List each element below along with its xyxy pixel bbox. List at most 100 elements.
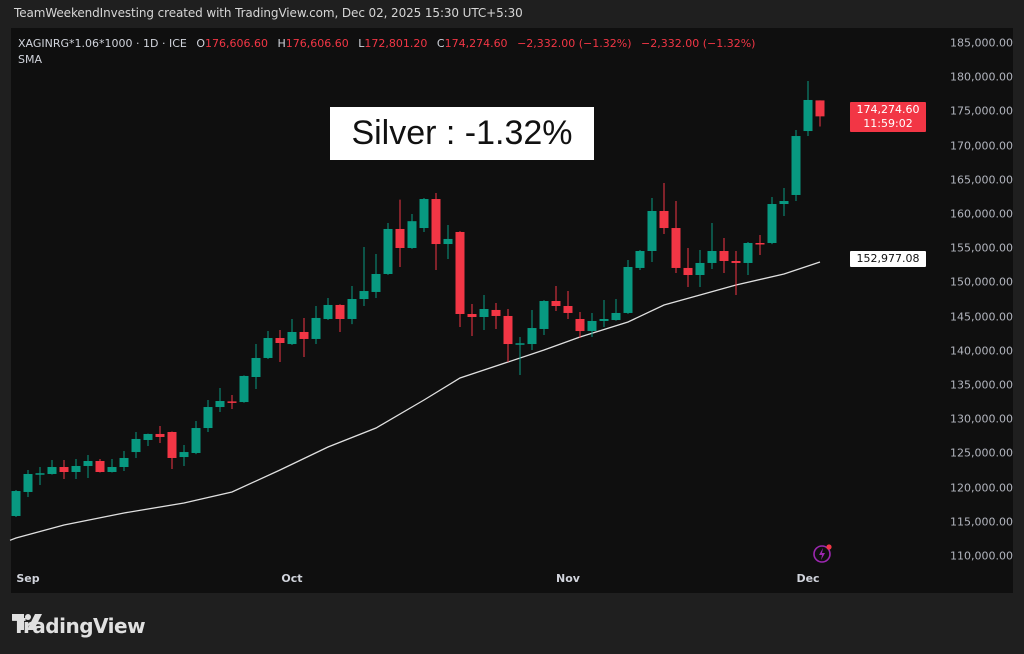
candle-2025-10-15[interactable]: [407, 214, 417, 249]
candle-2025-08-29[interactable]: [11, 489, 21, 518]
candle-2025-10-14[interactable]: [395, 199, 405, 268]
candle-2025-10-24[interactable]: [491, 302, 501, 329]
candle-body: [587, 320, 597, 332]
candle-body: [215, 401, 225, 408]
candle-2025-10-01[interactable]: [287, 318, 297, 345]
candle-2025-10-20[interactable]: [443, 225, 453, 260]
candle-2025-09-10[interactable]: [107, 459, 117, 473]
candle-2025-11-06[interactable]: [599, 299, 609, 327]
candle-2025-10-23[interactable]: [479, 294, 489, 331]
lightning-bolt-icon[interactable]: [812, 542, 834, 564]
candle-2025-10-29[interactable]: [527, 309, 537, 350]
candle-2025-10-27[interactable]: [503, 309, 513, 363]
candle-2025-11-24[interactable]: [743, 242, 753, 276]
candle-body: [599, 318, 609, 321]
candle-body: [95, 460, 105, 473]
candle-body: [179, 452, 189, 458]
candle-body: [191, 428, 201, 453]
candle-body: [767, 204, 777, 244]
candle-2025-11-11[interactable]: [635, 249, 645, 271]
time-tick-label: Dec: [796, 572, 820, 585]
candle-2025-10-28[interactable]: [515, 336, 525, 376]
candle-2025-09-26[interactable]: [251, 344, 261, 389]
candle-2025-11-19[interactable]: [707, 223, 717, 269]
price-tick-label: 175,000.00: [950, 104, 1013, 118]
candle-body: [575, 318, 585, 332]
candle-2025-09-01[interactable]: [23, 470, 33, 497]
candle-2025-09-22[interactable]: [203, 399, 213, 432]
open-label: O: [196, 37, 206, 50]
candle-body: [407, 221, 417, 248]
candle-2025-11-17[interactable]: [683, 247, 693, 287]
change-value-2: −2,332.00 (−1.32%): [641, 37, 756, 50]
candle-2025-10-16[interactable]: [419, 197, 429, 232]
candle-2025-10-31[interactable]: [551, 286, 561, 311]
candle-2025-10-17[interactable]: [431, 193, 441, 271]
candle-2025-10-21[interactable]: [455, 231, 465, 327]
candle-2025-10-10[interactable]: [371, 254, 381, 298]
candle-2025-09-11[interactable]: [119, 451, 129, 471]
candle-2025-10-02[interactable]: [299, 317, 309, 358]
candle-2025-11-27[interactable]: [779, 188, 789, 216]
candle-2025-09-02[interactable]: [35, 467, 45, 486]
candle-2025-09-15[interactable]: [143, 433, 153, 447]
candle-2025-11-26[interactable]: [767, 196, 777, 245]
candle-2025-09-05[interactable]: [71, 459, 81, 479]
high-label: H: [277, 37, 286, 50]
candle-2025-10-06[interactable]: [323, 297, 333, 321]
candle-2025-11-28[interactable]: [791, 130, 801, 202]
candle-2025-11-05[interactable]: [587, 312, 597, 337]
candle-2025-10-22[interactable]: [467, 304, 477, 337]
time-tick-label: Sep: [16, 572, 40, 585]
candle-2025-09-30[interactable]: [275, 330, 285, 363]
candle-2025-09-12[interactable]: [131, 431, 141, 458]
candle-2025-09-16[interactable]: [155, 425, 165, 444]
open-value: 176,606.60: [205, 37, 268, 50]
candle-2025-10-08[interactable]: [347, 286, 357, 325]
tradingview-logo[interactable]: TradingView: [12, 614, 146, 638]
candle-body: [683, 267, 693, 276]
candle-2025-10-30[interactable]: [539, 300, 549, 335]
candle-2025-11-25[interactable]: [755, 234, 765, 255]
candle-2025-11-10[interactable]: [623, 259, 633, 314]
candle-layer: [11, 81, 825, 518]
candle-2025-11-03[interactable]: [563, 291, 573, 319]
candle-body: [743, 243, 753, 263]
candle-2025-11-13[interactable]: [659, 183, 669, 234]
candle-body: [635, 251, 645, 268]
candle-body: [251, 357, 261, 377]
candle-2025-10-13[interactable]: [383, 223, 393, 275]
candle-2025-11-18[interactable]: [695, 249, 705, 287]
candle-2025-09-19[interactable]: [191, 420, 201, 455]
candle-body: [263, 338, 273, 358]
candle-2025-11-07[interactable]: [611, 299, 621, 321]
candle-body: [155, 433, 165, 437]
candle-body: [623, 267, 633, 313]
candle-2025-09-17[interactable]: [167, 431, 177, 469]
candle-2025-11-12[interactable]: [647, 197, 657, 263]
candle-2025-09-24[interactable]: [227, 394, 237, 410]
candle-2025-09-29[interactable]: [263, 331, 273, 360]
candle-2025-11-20[interactable]: [719, 238, 729, 274]
candle-2025-10-07[interactable]: [335, 304, 345, 332]
candle-2025-09-08[interactable]: [83, 454, 93, 479]
candle-2025-09-09[interactable]: [95, 459, 105, 473]
candle-2025-09-23[interactable]: [215, 388, 225, 413]
candle-2025-09-04[interactable]: [59, 459, 69, 479]
candle-2025-12-02[interactable]: [815, 100, 825, 127]
symbol-name[interactable]: XAGINRG*1.06*1000 · 1D · ICE: [18, 37, 187, 50]
candle-2025-11-04[interactable]: [575, 312, 585, 339]
candle-2025-10-09[interactable]: [359, 246, 369, 306]
close-value: 174,274.60: [444, 37, 508, 50]
candle-body: [791, 136, 801, 195]
candle-2025-12-01[interactable]: [803, 81, 813, 137]
candle-2025-10-03[interactable]: [311, 305, 321, 345]
indicator-sma-label[interactable]: SMA: [18, 53, 42, 66]
candle-body: [755, 243, 765, 245]
candle-2025-09-18[interactable]: [179, 444, 189, 466]
candle-2025-11-21[interactable]: [731, 251, 741, 295]
candle-2025-09-25[interactable]: [239, 375, 249, 403]
candle-2025-09-03[interactable]: [47, 459, 57, 475]
candle-2025-11-14[interactable]: [671, 201, 681, 274]
